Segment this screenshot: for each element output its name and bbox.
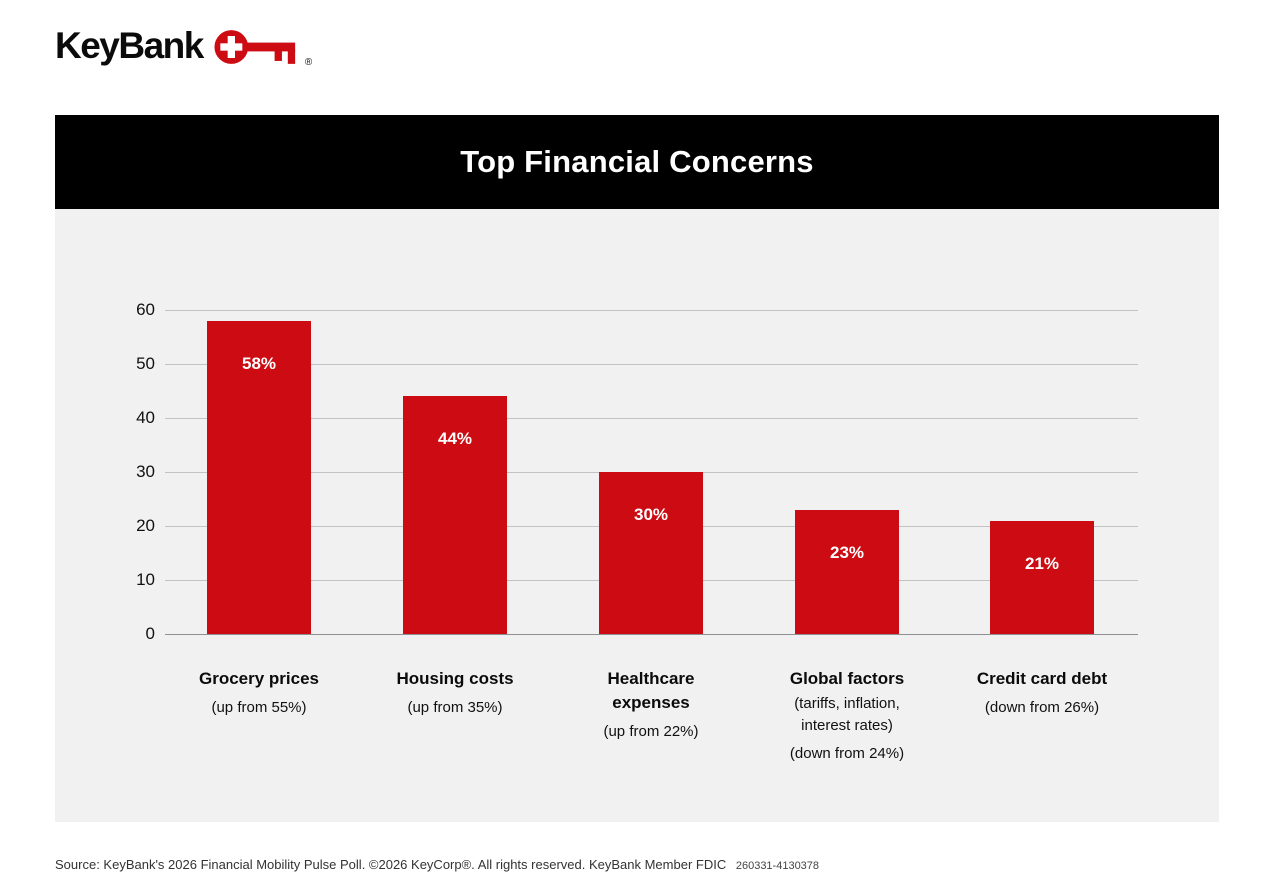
bar-3: 23%	[795, 509, 899, 634]
y-axis-tick-label: 30	[136, 462, 155, 481]
category-name: Credit card debt	[976, 669, 1108, 688]
category-name: Grocery prices	[198, 669, 319, 688]
category-label-1: Housing costs (up from 35%)	[377, 667, 533, 719]
gridline-60	[165, 310, 1138, 311]
bar-value-label: 58%	[241, 353, 277, 373]
y-axis-tick-label: 50	[136, 354, 155, 373]
chart-title: Top Financial Concerns	[460, 144, 814, 179]
category-label-0: Grocery prices (up from 55%)	[181, 667, 337, 719]
category-name: Healthcare expenses	[607, 669, 695, 712]
category-change: (up from 35%)	[407, 699, 503, 716]
gridline-40	[165, 418, 1138, 419]
category-change: (down from 24%)	[789, 745, 905, 762]
y-axis-tick-label: 20	[136, 516, 155, 535]
key-icon	[214, 30, 295, 64]
category-change: (up from 22%)	[603, 723, 699, 740]
source-note: Source: KeyBank's 2026 Financial Mobilit…	[55, 857, 819, 872]
bar-4: 21%	[990, 520, 1094, 634]
y-axis-tick-label: 0	[145, 624, 155, 643]
category-label-3: Global factors (tariffs, inflation, inter…	[769, 667, 925, 765]
y-axis-tick-label: 40	[136, 408, 155, 427]
bar-value-label: 23%	[829, 542, 865, 562]
bar-chart: 0 10 20 30 40 50 60 58% Grocery prices (up from 5…	[55, 209, 1219, 822]
chart-title-banner: Top Financial Concerns	[55, 115, 1219, 209]
keybank-logo: KeyBank ®	[55, 20, 312, 72]
category-label-2: Healthcare expenses (up from 22%)	[573, 667, 729, 743]
category-detail: (tariffs, inflation, interest rates)	[794, 695, 900, 734]
y-axis-tick-label: 10	[136, 570, 155, 589]
y-axis-tick-label: 60	[136, 300, 155, 319]
category-change: (up from 55%)	[211, 699, 307, 716]
bar-value-label: 30%	[633, 505, 669, 524]
category-name: Global factors	[789, 669, 905, 688]
bar-value-label: 44%	[437, 429, 473, 449]
source-text: Source: KeyBank's 2026 Financial Mobilit…	[55, 857, 727, 872]
bar-2: 30%	[599, 472, 703, 634]
document-code: 260331-4130378	[735, 860, 820, 872]
gridline-50	[165, 364, 1138, 365]
bar-value-label: 21%	[1024, 553, 1060, 573]
bar-1: 44%	[403, 396, 507, 634]
logo-wordmark: KeyBank	[55, 25, 204, 66]
bar-0: 58%	[207, 320, 311, 634]
registered-mark: ®	[304, 57, 313, 68]
category-name: Housing costs	[396, 669, 514, 688]
category-label-4: Credit card debt (down from 26%)	[964, 667, 1120, 719]
gridline-0	[165, 634, 1138, 635]
category-change: (down from 26%)	[984, 699, 1100, 716]
